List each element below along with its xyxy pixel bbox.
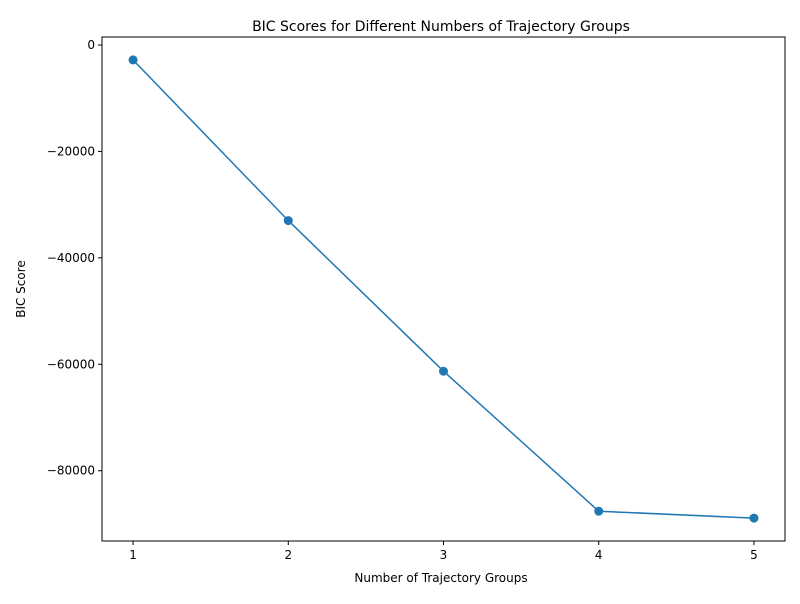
series-layer	[128, 55, 759, 523]
x-axis: 1 2 3 4 5	[129, 541, 758, 562]
y-axis: 0 −20000 −40000 −60000 −80000	[47, 38, 102, 478]
y-tick-label: 0	[87, 38, 95, 52]
x-tick-label: 3	[440, 548, 448, 562]
data-point	[594, 506, 604, 516]
x-axis-label: Number of Trajectory Groups	[354, 571, 527, 585]
x-tick-label: 1	[129, 548, 137, 562]
data-point	[749, 513, 759, 523]
y-tick-label: −40000	[47, 251, 95, 265]
data-point	[128, 55, 138, 65]
y-axis-label: BIC Score	[14, 260, 28, 318]
chart-title: BIC Scores for Different Numbers of Traj…	[252, 19, 630, 35]
data-point	[283, 216, 293, 226]
x-tick-label: 2	[284, 548, 292, 562]
y-tick-label: −60000	[47, 357, 95, 371]
x-tick-label: 4	[595, 548, 603, 562]
data-point	[439, 366, 448, 376]
x-tick-label: 5	[750, 548, 758, 562]
y-tick-label: −80000	[47, 464, 95, 478]
y-tick-label: −20000	[47, 144, 95, 158]
